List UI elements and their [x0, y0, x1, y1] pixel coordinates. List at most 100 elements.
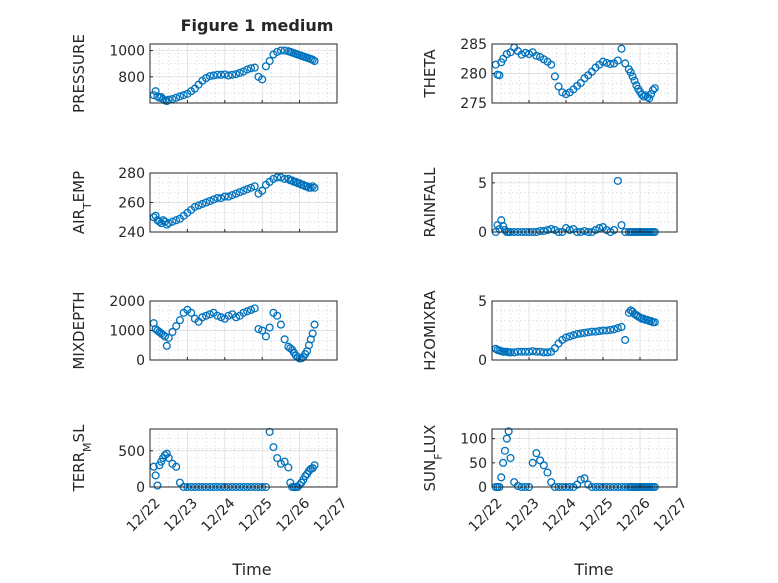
data-point — [647, 317, 656, 326]
data-point — [580, 226, 589, 236]
data-point — [269, 174, 278, 183]
data-point — [576, 329, 585, 338]
x-tick-label: 12/27 — [651, 495, 691, 535]
data-point — [624, 308, 633, 317]
subplot-theta: 275 280 285 THETA — [421, 37, 678, 112]
data-point — [231, 70, 241, 79]
data-point — [306, 183, 315, 192]
data-point — [617, 44, 626, 53]
data-point — [280, 335, 289, 344]
data-point — [499, 222, 508, 231]
data-point — [175, 316, 184, 325]
data-point — [610, 225, 619, 235]
data-series — [491, 43, 659, 103]
data-point — [610, 325, 619, 334]
x-tick-label: 12/22 — [124, 495, 164, 535]
x-tick-label: 12/26 — [273, 495, 313, 535]
data-point — [205, 310, 214, 319]
data-point — [513, 481, 522, 491]
figure-title: Figure 1 medium — [181, 16, 334, 35]
y-tick-label: 280 — [118, 166, 145, 182]
axes-box — [149, 428, 338, 488]
data-point — [164, 333, 173, 342]
data-point — [228, 191, 237, 200]
data-point — [205, 72, 214, 81]
data-point — [310, 56, 319, 66]
data-point — [250, 63, 259, 72]
y-tick-label: 280 — [460, 67, 487, 83]
data-point — [168, 95, 177, 104]
data-point — [190, 202, 199, 211]
data-point — [246, 64, 256, 73]
data-point — [213, 70, 222, 79]
data-point — [168, 327, 177, 337]
axes-box — [491, 300, 678, 361]
data-point — [301, 472, 310, 481]
data-point — [239, 308, 248, 317]
y-tick-label: 100 — [460, 432, 487, 448]
data-point — [598, 57, 608, 66]
data-point — [164, 453, 173, 463]
data-point — [595, 224, 604, 233]
y-tick-label: 240 — [118, 225, 145, 241]
data-point — [224, 71, 233, 80]
data-point — [539, 226, 548, 236]
data-point — [602, 326, 611, 335]
data-point — [198, 199, 207, 209]
data-point — [639, 92, 648, 101]
data-point — [168, 217, 177, 226]
data-point — [217, 313, 226, 322]
data-point — [273, 173, 282, 182]
data-point — [613, 324, 622, 333]
data-point — [164, 219, 173, 228]
data-point — [648, 85, 657, 95]
data-point — [151, 211, 160, 220]
data-point — [258, 186, 267, 195]
data-point — [613, 176, 622, 185]
data-point — [235, 188, 244, 197]
data-point — [280, 457, 289, 466]
data-point — [645, 94, 654, 103]
data-point — [205, 196, 214, 206]
data-point — [606, 325, 615, 334]
data-point — [155, 217, 164, 226]
subplot-pressure: 800 1000 PRESSURE — [70, 34, 338, 113]
y-tick-label: 5 — [478, 294, 487, 310]
data-point — [250, 304, 259, 313]
data-point — [213, 311, 222, 320]
data-point — [153, 481, 162, 490]
data-point — [280, 174, 289, 183]
x-tick-label: 12/25 — [236, 495, 276, 535]
data-point — [554, 82, 563, 91]
y-tick-label: 285 — [460, 37, 487, 53]
data-series — [149, 46, 319, 106]
data-point — [500, 446, 510, 455]
data-point — [565, 332, 574, 341]
data-point — [573, 329, 582, 339]
x-axis-label-left: Time — [231, 560, 271, 579]
data-series — [491, 306, 659, 357]
x-tick-label: 12/26 — [614, 495, 654, 535]
data-point — [235, 68, 244, 77]
data-point — [295, 480, 304, 489]
data-point — [276, 173, 285, 182]
x-tick-label: 12/23 — [503, 495, 543, 535]
data-point — [243, 65, 252, 74]
data-point — [243, 307, 252, 316]
data-point — [308, 329, 317, 338]
data-point — [261, 332, 270, 341]
data-point — [621, 335, 630, 344]
data-point — [202, 311, 211, 320]
data-point — [561, 333, 571, 342]
data-point — [194, 201, 203, 210]
data-point — [647, 90, 656, 99]
data-point — [220, 192, 229, 201]
data-point — [547, 60, 556, 69]
y-axis-label: H2OMIXRA — [421, 290, 439, 371]
y-tick-label: 0 — [136, 353, 145, 369]
y-tick-label: 50 — [469, 456, 487, 472]
y-tick-label: 0 — [478, 225, 487, 241]
data-point — [617, 322, 626, 332]
data-point — [217, 194, 226, 203]
data-point — [310, 320, 319, 329]
